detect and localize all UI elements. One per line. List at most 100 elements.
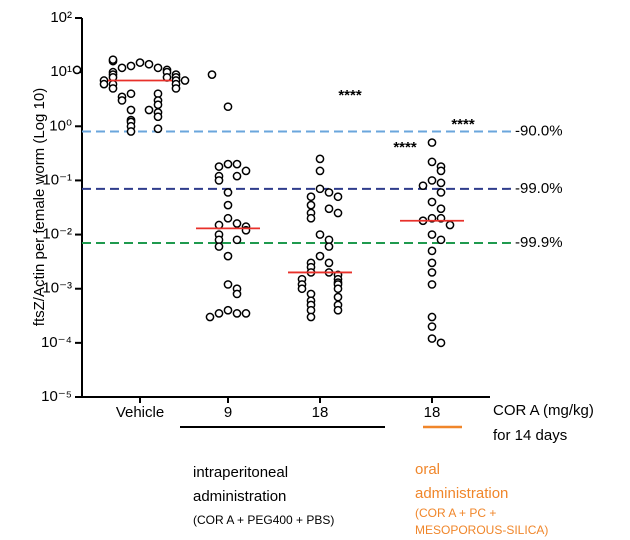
data-point [427,268,437,277]
data-point [436,204,446,214]
data-point [117,96,127,105]
data-point [427,176,437,185]
data-point [427,312,437,322]
data-point [108,55,118,65]
x-axis-note: for 14 days [493,427,567,444]
data-point [223,200,233,210]
data-point [232,309,242,318]
data-point [324,258,334,268]
y-tick-label: 10⁻² [42,226,72,243]
data-point [205,312,215,322]
data-point [324,242,334,251]
data-point [126,89,136,99]
data-point [306,213,316,223]
data-point [445,220,455,230]
y-tick-label: 10⁻¹ [42,171,72,188]
data-point [153,100,163,110]
data-point [333,305,343,315]
data-point [223,213,233,223]
data-point [223,102,233,112]
data-point [333,192,343,202]
data-point [214,162,224,171]
reference-label: -99.9% [515,234,563,251]
group-label: administration [415,485,508,502]
data-point [315,230,325,239]
data-point [427,280,437,289]
data-point [223,159,233,169]
data-point [135,58,145,67]
data-point [108,84,118,93]
data-point [99,79,109,89]
significance: **** [451,116,475,133]
group-label: administration [193,488,286,505]
y-tick-label: 10² [50,9,72,26]
y-tick-label: 10⁻³ [42,280,72,297]
data-point [126,105,136,115]
significance: **** [338,87,362,104]
data-point [214,176,224,185]
data-point [306,192,316,202]
data-point [207,70,217,79]
data-point [144,105,154,115]
y-tick-label: 10¹ [50,63,72,80]
data-point [223,251,233,261]
y-axis-label: ftsZ/Actin per female worm (Log 10) [31,88,48,326]
data-point [232,171,242,181]
data-point [306,200,316,210]
data-point [324,204,334,214]
data-point [232,159,242,169]
data-point [436,235,446,245]
data-point [232,219,242,228]
reference-label: -99.0% [515,180,563,197]
data-point [418,181,428,191]
y-tick-label: 10⁻⁴ [41,334,72,351]
data-point [144,59,154,69]
group-note: (COR A + PC + [415,506,496,520]
x-tick-label: 18 [312,404,329,421]
data-point [241,166,251,176]
data-point [223,280,233,289]
data-point [427,157,437,167]
x-tick-label: 9 [224,404,232,421]
data-point [315,251,325,261]
data-point [427,246,437,256]
data-point [427,197,437,207]
data-point [232,235,242,245]
data-point [427,334,437,343]
data-point [297,284,307,294]
group-label: intraperitoneal [193,464,288,481]
data-point [126,61,136,71]
y-tick-label: 10⁻⁵ [41,388,72,405]
x-axis-note: COR A (mg/kg) [493,402,594,419]
y-tick-label: 10⁰ [49,117,72,134]
x-tick-label: 18 [424,404,441,421]
data-point [333,292,343,302]
data-point [214,242,224,251]
data-point [117,63,127,73]
data-point [306,312,316,322]
data-point [427,230,437,239]
data-point [223,188,233,197]
data-point [315,184,325,194]
reference-label: -90.0% [515,123,563,140]
group-note: (COR A + PEG400 + PBS) [193,513,334,527]
group-note: MESOPOROUS-SILICA) [415,523,548,537]
data-point [153,124,163,134]
data-point [72,65,82,75]
data-point [333,284,343,294]
data-point [427,138,437,147]
data-point [180,76,190,85]
data-point [171,84,181,93]
data-point [427,322,437,331]
data-point [333,208,343,218]
data-point [153,112,163,122]
data-point [153,63,163,73]
data-point [436,166,446,176]
data-point [315,166,325,176]
data-point [214,309,224,318]
data-point [126,127,136,136]
group-label: oral [415,461,440,478]
data-point [436,188,446,197]
data-point [315,154,325,164]
